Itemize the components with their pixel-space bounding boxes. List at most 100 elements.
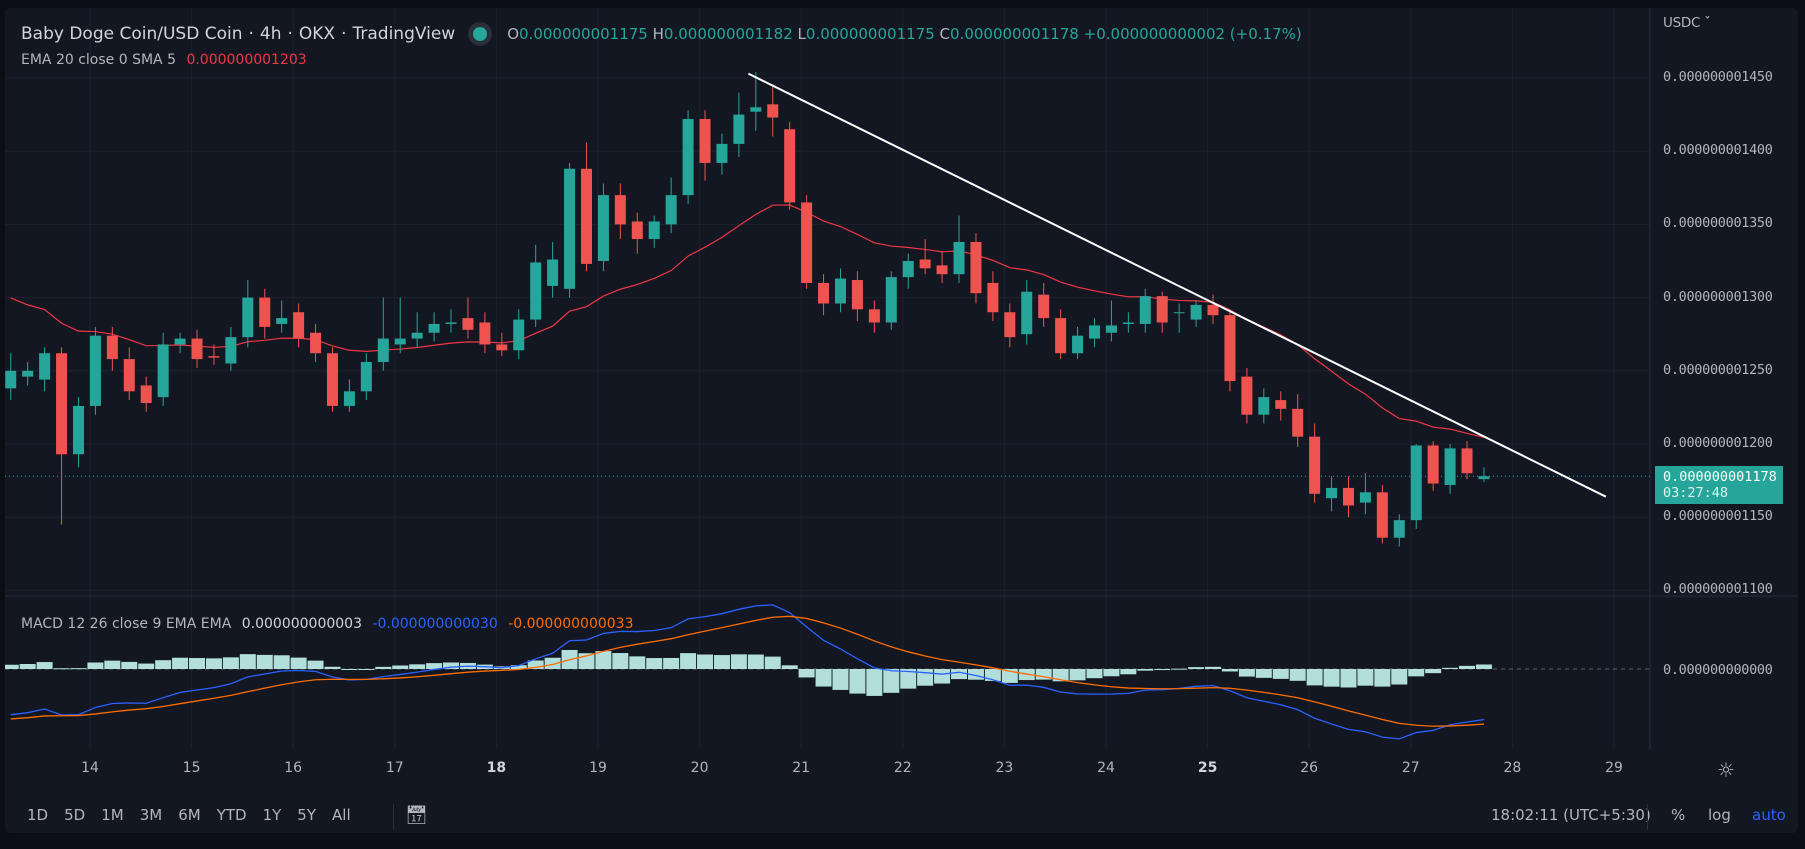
market-status-icon[interactable] [473,27,488,41]
candle-body [1072,335,1084,354]
candle-body [343,391,355,406]
chart-canvas[interactable] [5,8,1798,833]
candle-body [89,335,101,406]
macd-histogram-bar [510,665,527,669]
ema-value: 0.000000001203 [186,52,307,68]
macd-histogram-bar [1069,669,1086,681]
candle-body [1478,476,1490,480]
macd-histogram-bar [1035,669,1052,680]
range-button-6m[interactable]: 6M [178,806,201,824]
macd-histogram-bar [273,655,290,669]
candle-body [987,282,999,313]
macd-legend[interactable]: MACD 12 26 close 9 EMA EMA 0.00000000000… [21,616,639,632]
candle-body [5,370,17,389]
candle-body [1393,520,1405,538]
trendline[interactable] [747,72,1607,498]
log-toggle[interactable]: log [1708,806,1731,824]
candle-body [191,338,203,360]
chart-header: Baby Doge Coin/USD Coin · 4h · OKX · Tra… [21,24,1302,44]
time-axis-label: 14 [81,760,99,776]
open-value: 0.000000001175 [519,25,648,43]
time-axis-label: 26 [1300,760,1319,776]
macd-histogram-bar [121,661,138,669]
candle-body [39,353,51,380]
macd-histogram-bar [1340,669,1357,688]
range-button-5y[interactable]: 5Y [297,806,317,824]
macd-histogram-bar [172,657,189,669]
candle-body [818,282,830,304]
interval[interactable]: 4h [259,24,282,44]
price-axis-label: 0.000000001300 [1663,288,1773,305]
source: TradingView [352,24,456,44]
candle-body [140,385,152,404]
symbol-name[interactable]: Baby Doge Coin/USD Coin [21,24,243,44]
macd-zero-label: 0.000000000000 [1663,662,1773,678]
range-button-1y[interactable]: 1Y [262,806,282,824]
time-axis-label: 19 [589,760,607,776]
time-axis-label: 29 [1605,760,1623,776]
ema-legend[interactable]: EMA 20 close 0 SMA 5 0.000000001203 [21,52,313,68]
candle-body [1055,318,1067,354]
range-button-1m[interactable]: 1M [101,806,124,824]
candle-body [564,168,576,289]
candle-body [174,338,186,345]
macd-histogram-bar [138,663,155,669]
macd-signal-value: -0.000000000033 [508,616,634,632]
macd-histogram-bar [984,669,1001,681]
candle-body [1258,397,1270,415]
candle-body [1139,296,1151,324]
time-axis-label: 16 [284,760,303,776]
range-button-ytd[interactable]: YTD [216,806,247,824]
macd-histogram-bar [798,669,815,678]
macd-histogram-bar [1408,669,1425,677]
goto-date-icon[interactable]: 📅︎ [405,805,428,826]
macd-histogram-bar [1120,669,1137,675]
candle-body [411,332,423,339]
currency-selector[interactable]: USDC ˇ [1663,15,1711,31]
range-button-all[interactable]: All [332,806,351,824]
macd-histogram-bar [409,664,426,669]
macd-histogram-bar [155,660,172,669]
candle-body [1376,492,1388,538]
macd-histogram-bar [87,662,104,669]
candle-body [716,143,728,163]
candle-body [1021,291,1033,335]
macd-histogram-bar [239,654,256,669]
macd-histogram-bar [883,669,900,693]
candle-body [242,297,254,338]
macd-histogram-bar [290,657,307,669]
macd-histogram-bar [1086,669,1103,679]
percent-toggle[interactable]: % [1671,806,1686,824]
macd-histogram-bar [19,664,36,669]
price-axis-label: 0.000000001350 [1663,215,1773,232]
candle-body [953,241,965,275]
ohlc-values: O0.000000001175 H0.000000001182 L0.00000… [507,25,1302,43]
macd-histogram-bar [832,669,849,690]
candle-body [293,312,305,339]
macd-histogram-bar [392,665,409,669]
macd-histogram-bar [527,660,544,669]
candle-body [123,359,135,392]
macd-histogram-bar [1154,669,1171,671]
settings-sun-icon[interactable]: ☼ [1717,758,1735,782]
range-button-3m[interactable]: 3M [139,806,163,824]
chart-panel[interactable]: Baby Doge Coin/USD Coin · 4h · OKX · Tra… [5,8,1798,833]
time-axis-label: 22 [893,760,912,776]
candle-body [479,322,491,345]
candle-body [1038,294,1050,319]
clock[interactable]: 18:02:11 (UTC+5:30) [1491,806,1651,824]
macd-histogram-bar [629,656,646,669]
range-button-5d[interactable]: 5D [64,806,86,824]
toolbar-divider [393,804,394,830]
macd-histogram-bar [595,651,612,669]
candle-body [936,265,948,275]
price-axis-label: 0.000000001100 [1663,581,1773,598]
candle-body [767,104,779,118]
candle-body [885,277,897,323]
candle-body [919,259,931,269]
macd-histogram-bar [358,669,375,670]
range-button-1d[interactable]: 1D [27,806,49,824]
macd-signal-line [10,615,1484,727]
candle-body [834,278,846,304]
auto-toggle[interactable]: auto [1752,806,1786,824]
